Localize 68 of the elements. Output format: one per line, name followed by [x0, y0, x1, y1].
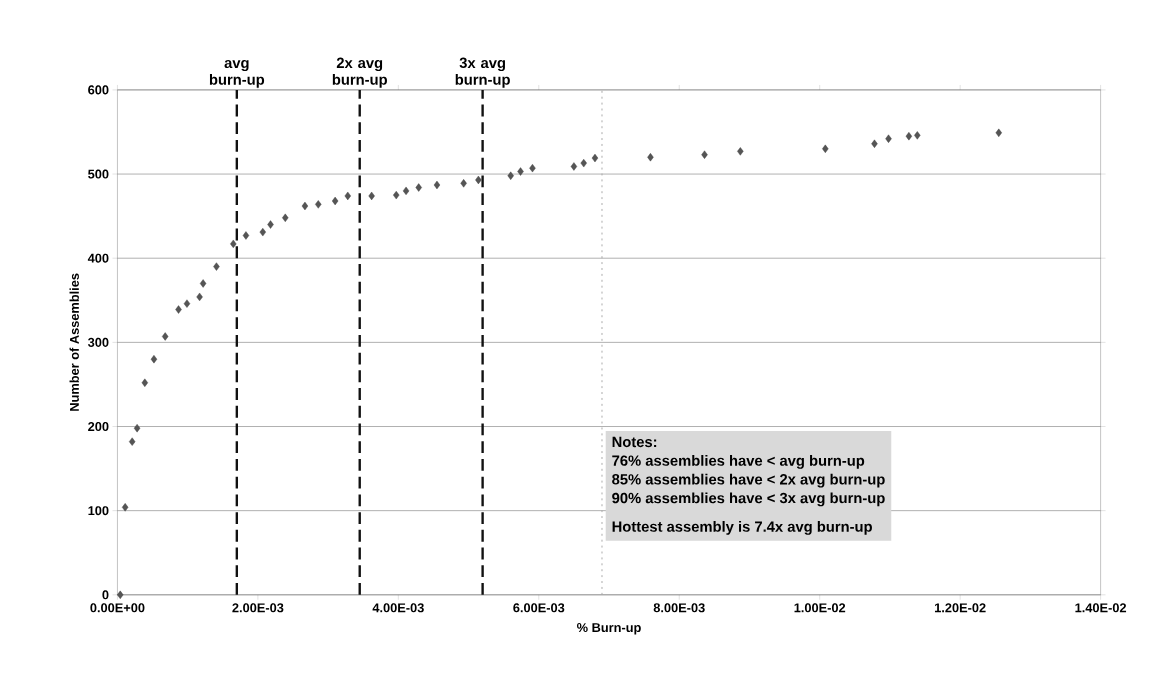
- point: [822, 144, 829, 154]
- annotation: Notes:: [612, 436, 657, 448]
- point: [129, 437, 136, 446]
- y-axis-title: Number of Assemblies: [69, 273, 79, 411]
- x-tick-label: 8.00E-03: [653, 603, 705, 613]
- point: [141, 378, 148, 387]
- point: [647, 153, 654, 162]
- point: [315, 200, 322, 209]
- annotation: 90% assemblies have < 3x avg burn-up: [612, 492, 885, 507]
- point: [213, 262, 220, 271]
- point: [885, 134, 892, 143]
- point: [871, 139, 878, 148]
- point: [133, 424, 141, 433]
- point: [507, 171, 514, 180]
- point: [267, 220, 274, 229]
- point: [199, 279, 207, 288]
- point: [196, 292, 203, 302]
- point: [995, 128, 1002, 138]
- point: [415, 183, 422, 192]
- point: [259, 228, 266, 237]
- x-tick-label: 1.00E-02: [794, 603, 846, 613]
- point: [701, 150, 708, 159]
- y-tick-label: 200: [88, 422, 109, 432]
- x-tick-label: 6.00E-03: [513, 603, 565, 613]
- y-tick-label: 0: [102, 590, 109, 600]
- y-tick-label: 300: [87, 337, 109, 347]
- point: [905, 132, 913, 141]
- y-tick-label: 400: [87, 253, 109, 263]
- ref-line-label: avg burn-up: [209, 60, 265, 88]
- point: [150, 355, 158, 364]
- point: [230, 239, 237, 249]
- point: [393, 191, 400, 200]
- point: [282, 213, 289, 223]
- point: [122, 503, 129, 512]
- point: [580, 159, 587, 168]
- x-axis-title: % Burn-up: [577, 623, 641, 635]
- point: [914, 131, 921, 140]
- y-tick-label: 600: [88, 85, 109, 95]
- point: [402, 186, 410, 196]
- annotation: Hottest assembly is 7.4x avg burn-up: [612, 521, 872, 535]
- ref-line-label: 3x avg burn-up: [455, 57, 510, 88]
- point: [570, 162, 578, 171]
- point: [162, 332, 169, 341]
- x-tick-label: 1.40E-02: [1075, 603, 1127, 613]
- y-tick-label: 500: [88, 169, 109, 179]
- x-tick-label: 4.00E-03: [372, 603, 424, 613]
- x-tick-label: 2.00E-03: [232, 603, 284, 613]
- point: [529, 164, 536, 173]
- y-tick-label: 100: [88, 506, 109, 516]
- annotation: 85% assemblies have < 2x avg burn-up: [612, 473, 885, 488]
- point: [175, 305, 182, 314]
- point: [331, 196, 339, 206]
- point: [117, 590, 124, 600]
- x-tick-label: 0.00E+00: [90, 603, 145, 613]
- point: [183, 299, 191, 308]
- point: [737, 147, 744, 156]
- point: [475, 175, 482, 185]
- point: [517, 167, 524, 176]
- point: [433, 180, 441, 190]
- point: [368, 191, 375, 201]
- ref-line-label: 2x avg burn-up: [332, 57, 387, 88]
- x-tick-label: 1.20E-02: [934, 603, 986, 613]
- annotation: 76% assemblies have < avg burn-up: [612, 455, 865, 469]
- point: [460, 179, 467, 188]
- point: [591, 153, 599, 163]
- point: [242, 231, 250, 240]
- point: [301, 201, 309, 211]
- point: [344, 191, 351, 201]
